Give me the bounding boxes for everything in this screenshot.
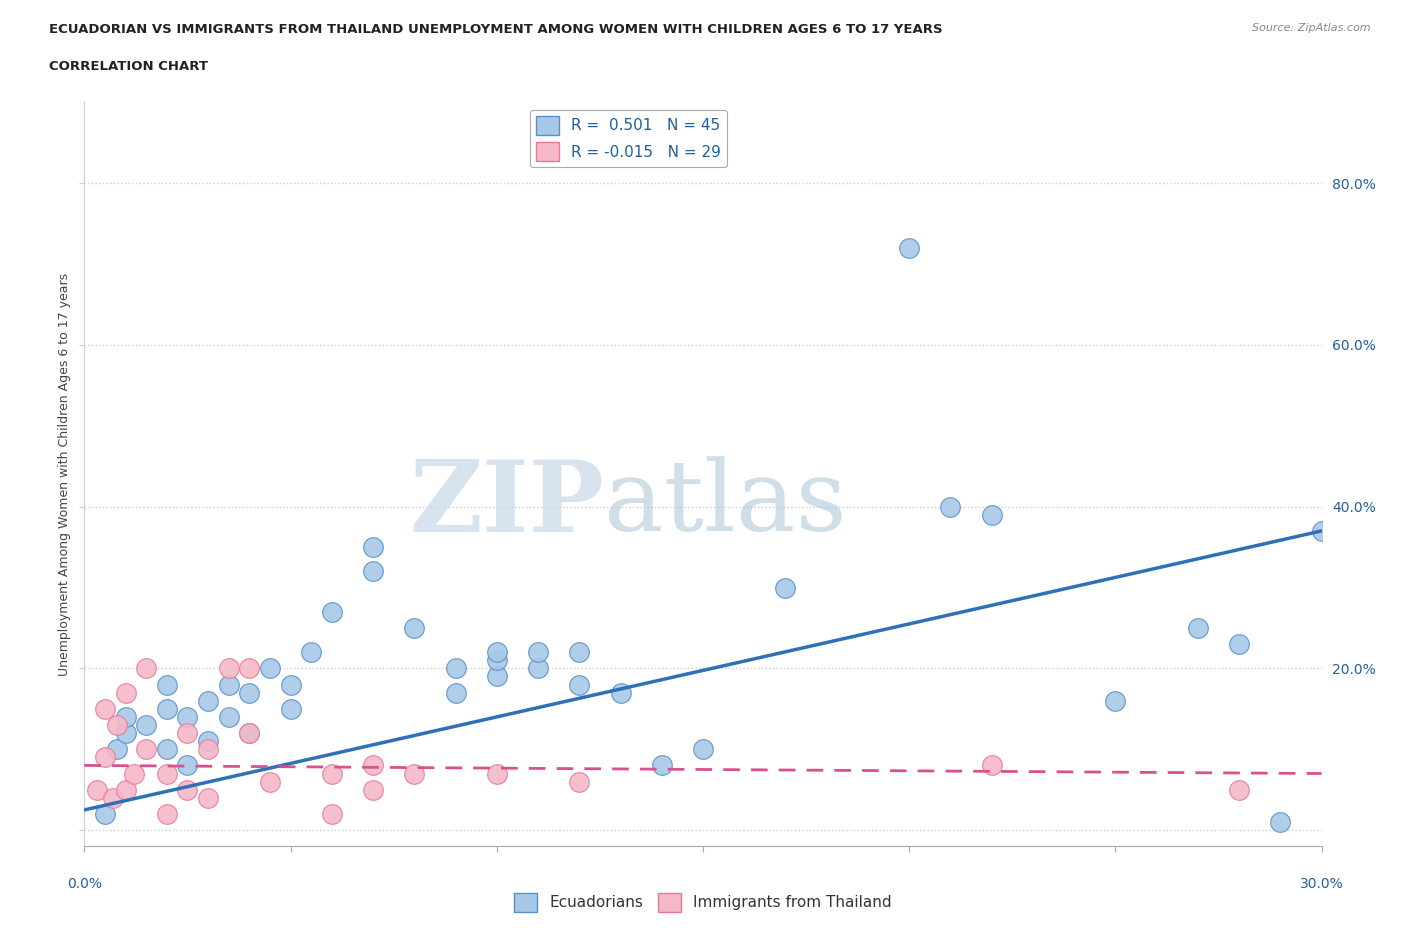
Point	[568, 677, 591, 692]
Point	[651, 758, 673, 773]
Text: CORRELATION CHART: CORRELATION CHART	[49, 60, 208, 73]
Point	[103, 790, 125, 805]
Point	[1270, 815, 1292, 830]
Point	[321, 604, 343, 619]
Point	[218, 710, 240, 724]
Point	[404, 766, 426, 781]
Point	[238, 661, 260, 676]
Point	[568, 644, 591, 659]
Point	[156, 742, 179, 757]
Point	[238, 685, 260, 700]
Point	[321, 806, 343, 821]
Point	[135, 742, 157, 757]
Point	[485, 644, 508, 659]
Point	[1227, 782, 1250, 797]
Text: atlas: atlas	[605, 456, 846, 552]
Point	[114, 725, 136, 740]
Point	[361, 758, 384, 773]
Point	[176, 710, 198, 724]
Point	[485, 669, 508, 684]
Text: ZIP: ZIP	[409, 456, 605, 552]
Point	[135, 661, 157, 676]
Text: ECUADORIAN VS IMMIGRANTS FROM THAILAND UNEMPLOYMENT AMONG WOMEN WITH CHILDREN AG: ECUADORIAN VS IMMIGRANTS FROM THAILAND U…	[49, 23, 943, 36]
Point	[86, 782, 108, 797]
Text: 30.0%: 30.0%	[1299, 877, 1344, 891]
Point	[775, 580, 797, 595]
Y-axis label: Unemployment Among Women with Children Ages 6 to 17 years: Unemployment Among Women with Children A…	[58, 272, 72, 676]
Point	[527, 661, 550, 676]
Point	[1104, 693, 1126, 708]
Point	[1310, 524, 1333, 538]
Point	[259, 774, 281, 789]
Point	[156, 677, 179, 692]
Point	[280, 701, 302, 716]
Point	[218, 677, 240, 692]
Point	[568, 774, 591, 789]
Point	[105, 718, 128, 733]
Point	[156, 701, 179, 716]
Point	[114, 782, 136, 797]
Point	[444, 685, 467, 700]
Legend: Ecuadorians, Immigrants from Thailand: Ecuadorians, Immigrants from Thailand	[508, 887, 898, 918]
Point	[361, 782, 384, 797]
Point	[321, 766, 343, 781]
Point	[122, 766, 145, 781]
Point	[94, 750, 117, 764]
Point	[280, 677, 302, 692]
Point	[94, 806, 117, 821]
Point	[238, 725, 260, 740]
Point	[197, 693, 219, 708]
Point	[197, 790, 219, 805]
Point	[939, 499, 962, 514]
Point	[238, 725, 260, 740]
Point	[361, 564, 384, 578]
Point	[527, 644, 550, 659]
Point	[105, 742, 128, 757]
Point	[156, 766, 179, 781]
Point	[444, 661, 467, 676]
Point	[176, 782, 198, 797]
Point	[299, 644, 322, 659]
Point	[197, 742, 219, 757]
Point	[980, 507, 1002, 522]
Point	[1227, 637, 1250, 652]
Point	[135, 718, 157, 733]
Point	[259, 661, 281, 676]
Point	[218, 661, 240, 676]
Point	[1187, 620, 1209, 635]
Point	[485, 653, 508, 668]
Point	[156, 806, 179, 821]
Legend: R =  0.501   N = 45, R = -0.015   N = 29: R = 0.501 N = 45, R = -0.015 N = 29	[530, 110, 727, 167]
Point	[980, 758, 1002, 773]
Text: Source: ZipAtlas.com: Source: ZipAtlas.com	[1253, 23, 1371, 33]
Point	[692, 742, 714, 757]
Point	[485, 766, 508, 781]
Point	[197, 734, 219, 749]
Point	[176, 758, 198, 773]
Point	[94, 701, 117, 716]
Point	[898, 241, 921, 256]
Point	[114, 685, 136, 700]
Text: 0.0%: 0.0%	[67, 877, 101, 891]
Point	[361, 539, 384, 554]
Point	[114, 710, 136, 724]
Point	[404, 620, 426, 635]
Point	[176, 725, 198, 740]
Point	[609, 685, 631, 700]
